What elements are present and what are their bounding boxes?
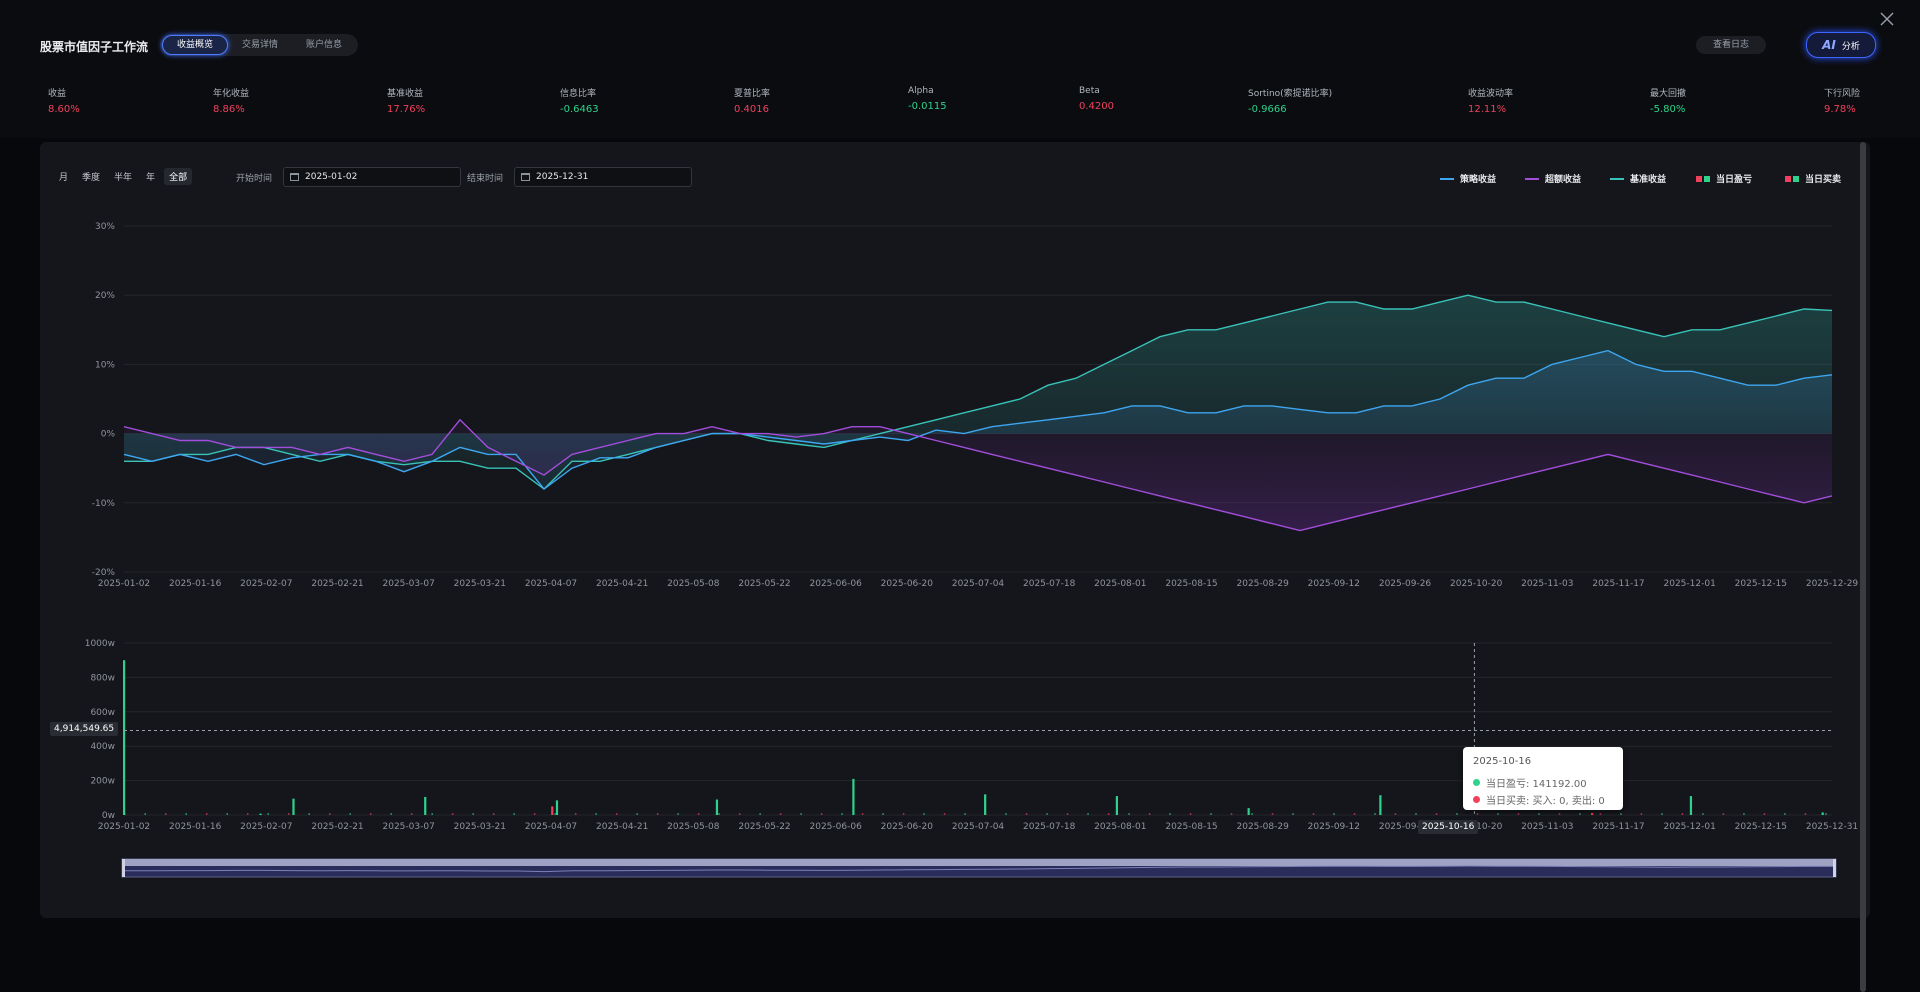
start-date-label: 开始时间: [236, 174, 273, 184]
metric-annual-return: 年化收益 8.86%: [213, 89, 250, 115]
calendar-icon: [521, 173, 530, 181]
crosshair-date-tag: 2025-10-16: [1418, 820, 1479, 834]
close-icon[interactable]: [1880, 12, 1894, 26]
metric-downside-risk: 下行风险 9.78%: [1824, 89, 1861, 115]
legend-square-marker: [1785, 175, 1791, 182]
legend-line-marker: [1525, 177, 1539, 180]
metric-alpha: Alpha -0.0115: [908, 86, 947, 112]
tab-account[interactable]: 账户信息: [306, 40, 343, 50]
tooltip-date: 2025-10-16: [1473, 756, 1532, 767]
metric-volatility: 收益波动率 12.11%: [1468, 89, 1514, 115]
end-date-label: 结束时间: [467, 174, 504, 184]
legend-daily-trade[interactable]: 当日买卖: [1785, 172, 1841, 185]
range-quarter[interactable]: 季度: [82, 173, 101, 183]
tab-trades[interactable]: 交易详情: [242, 40, 279, 50]
green-dot-icon: [1473, 779, 1480, 786]
legend-square-marker: [1696, 175, 1702, 182]
crosshair-value-tag: 4,914,549.65: [50, 722, 119, 736]
metrics-row: 收益 8.60% 年化收益 8.86% 基准收益 17.76% 信息比率 -0.6463…: [48, 86, 1861, 122]
ai-analysis-button[interactable]: AI 分析: [1806, 32, 1876, 58]
metric-return: 收益 8.60%: [48, 89, 80, 115]
chart-tooltip: 2025-10-16 当日盈亏: 141192.00 当日买卖: 买入: 0, …: [1463, 747, 1623, 810]
legend-square-marker: [1793, 175, 1799, 182]
range-year[interactable]: 年: [146, 173, 156, 183]
ai-analysis-label: 分析: [1841, 41, 1860, 52]
red-dot-icon: [1473, 796, 1480, 803]
calendar-icon: [290, 173, 299, 181]
top-bar: 股票市值因子工作流 收益概览 交易详情 账户信息 查看日志 AI 分析 收益 8.…: [0, 0, 1920, 138]
legend-benchmark[interactable]: 基准收益: [1610, 172, 1666, 185]
tab-overview[interactable]: 收益概览: [162, 35, 229, 55]
metric-sortino: Sortino(索提诺比率) -0.9666: [1248, 89, 1333, 115]
start-date-input[interactable]: 2025-01-02: [283, 167, 461, 187]
metric-sharpe: 夏普比率 0.4016: [734, 89, 771, 115]
ai-icon: AI: [1822, 38, 1836, 52]
metric-max-drawdown: 最大回撤 -5.80%: [1650, 89, 1687, 115]
metric-benchmark-return: 基准收益 17.76%: [387, 89, 426, 115]
tooltip-trade-row: 当日买卖: 买入: 0, 卖出: 0: [1473, 792, 1605, 807]
metric-information-ratio: 信息比率 -0.6463: [560, 89, 599, 115]
view-log-button[interactable]: 查看日志: [1696, 36, 1766, 54]
end-date-input[interactable]: 2025-12-31: [514, 167, 692, 187]
range-all[interactable]: 全部: [164, 168, 193, 185]
legend-strategy[interactable]: 策略收益: [1440, 172, 1496, 185]
tooltip-pnl-row: 当日盈亏: 141192.00: [1473, 775, 1587, 790]
range-buttons: 月 季度 半年 年 全部: [54, 168, 193, 185]
legend-line-marker: [1610, 177, 1624, 180]
legend-excess[interactable]: 超额收益: [1525, 172, 1581, 185]
range-half-year[interactable]: 半年: [114, 173, 133, 183]
page-title: 股票市值因子工作流: [40, 40, 149, 54]
legend-line-marker: [1440, 177, 1454, 180]
legend-square-marker: [1704, 175, 1710, 182]
tab-group: 收益概览 交易详情 账户信息: [160, 34, 359, 56]
metric-beta: Beta 0.4200: [1079, 86, 1114, 112]
range-month[interactable]: 月: [59, 173, 69, 183]
panel-scrollbar[interactable]: [1860, 142, 1866, 992]
legend-daily-pnl[interactable]: 当日盈亏: [1696, 172, 1752, 185]
